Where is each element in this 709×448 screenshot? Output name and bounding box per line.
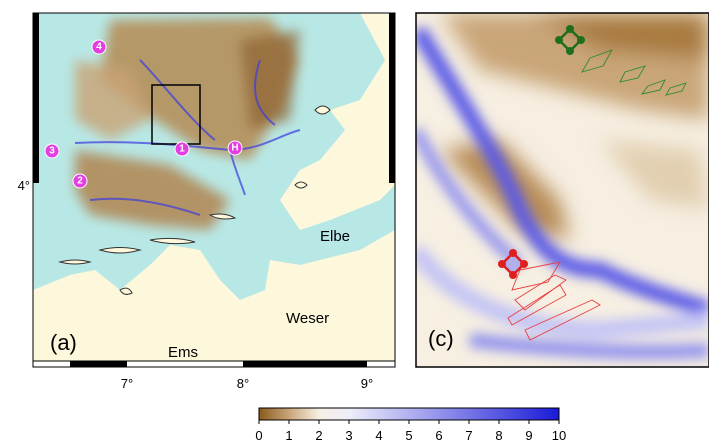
marker: H bbox=[228, 141, 242, 155]
panel-c: (c) bbox=[416, 13, 709, 367]
colorbar-tick-label: 2 bbox=[315, 428, 322, 443]
marker-label: 3 bbox=[49, 146, 55, 157]
colorbar-tick-label: 7 bbox=[465, 428, 472, 443]
y-tick-label: 4° bbox=[18, 178, 30, 193]
colorbar-tick-label: 6 bbox=[435, 428, 442, 443]
marker-label: 2 bbox=[77, 176, 83, 187]
panel-a: 4 3 2 1 H Elbe Weser Ems (a) bbox=[33, 13, 395, 361]
place-label: Ems bbox=[168, 344, 198, 361]
marker: 4 bbox=[92, 40, 106, 54]
colorbar-tick-label: 1 bbox=[285, 428, 292, 443]
colorbar-scale bbox=[259, 408, 559, 420]
colorbar-tick-label: 3 bbox=[345, 428, 352, 443]
colorbar: 0 1 2 3 4 5 6 7 8 9 10 bbox=[255, 408, 566, 443]
marker-label: 4 bbox=[96, 42, 102, 53]
panel-label: (c) bbox=[428, 326, 454, 351]
marker-label: H bbox=[231, 143, 238, 154]
marker: 2 bbox=[73, 174, 87, 188]
colorbar-tick-label: 5 bbox=[405, 428, 412, 443]
place-label: Weser bbox=[286, 310, 329, 327]
page: {"panel_a": {"label": "(a)", "markers": … bbox=[0, 0, 709, 443]
panel-label: (a) bbox=[50, 330, 77, 355]
colorbar-tick-label: 8 bbox=[495, 428, 502, 443]
colorbar-tick-label: 9 bbox=[525, 428, 532, 443]
x-tick-label: 7° bbox=[121, 376, 133, 391]
x-tick-label: 9° bbox=[361, 376, 373, 391]
place-label: Elbe bbox=[320, 228, 350, 245]
figure: 4 3 2 1 H Elbe Weser Ems (a) 7° 8° 9° 4° bbox=[0, 0, 709, 443]
colorbar-tick-label: 10 bbox=[552, 428, 566, 443]
marker-label: 1 bbox=[179, 144, 185, 155]
colorbar-tick-label: 4 bbox=[375, 428, 382, 443]
x-tick-label: 8° bbox=[237, 376, 249, 391]
marker: 1 bbox=[175, 142, 189, 156]
colorbar-tick-label: 0 bbox=[255, 428, 262, 443]
marker: 3 bbox=[45, 144, 59, 158]
